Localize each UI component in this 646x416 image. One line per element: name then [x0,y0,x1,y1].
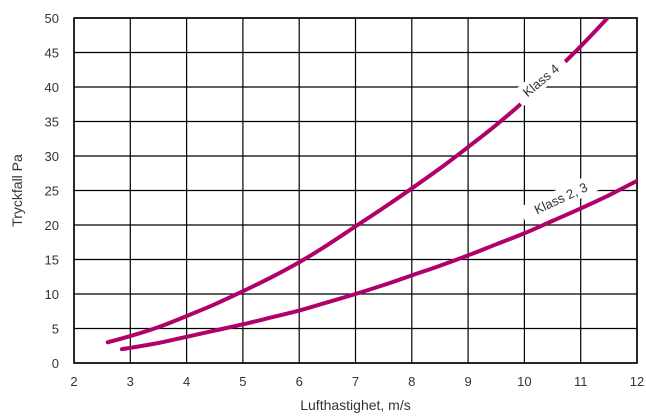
plot-area-frame [73,17,638,364]
y-tick-label: 30 [45,149,59,164]
y-tick-label: 5 [52,322,59,337]
x-tick-label: 7 [352,374,359,389]
series-label-background [511,53,570,107]
y-tick-label: 0 [52,356,59,371]
x-axis-label: Lufthastighet, m/s [300,397,411,413]
x-tick-label: 12 [630,374,644,389]
y-tick-label: 25 [45,184,59,199]
x-tick-label: 6 [296,374,303,389]
x-tick-label: 2 [70,374,77,389]
y-tick-label: 45 [45,46,59,61]
y-tick-label: 40 [45,80,59,95]
y-tick-label: 15 [45,253,59,268]
series-label-background [518,171,603,224]
y-tick-label: 10 [45,287,59,302]
x-tick-label: 11 [574,374,588,389]
y-tick-label: 35 [45,115,59,130]
x-tick-label: 3 [127,374,134,389]
x-tick-label: 10 [517,374,531,389]
series-label-text: Klass 4 [520,61,562,100]
x-tick-label: 5 [239,374,246,389]
series-line-2 [119,178,637,352]
y-tick-label: 50 [45,11,59,26]
y-tick-label: 20 [45,218,59,233]
series-label-1: Klass 4 [511,53,570,107]
x-tick-label: 4 [183,374,190,389]
x-tick-label: 9 [464,374,471,389]
y-axis-label: Tryckfall Pa [9,154,25,227]
x-tick-label: 8 [408,374,415,389]
